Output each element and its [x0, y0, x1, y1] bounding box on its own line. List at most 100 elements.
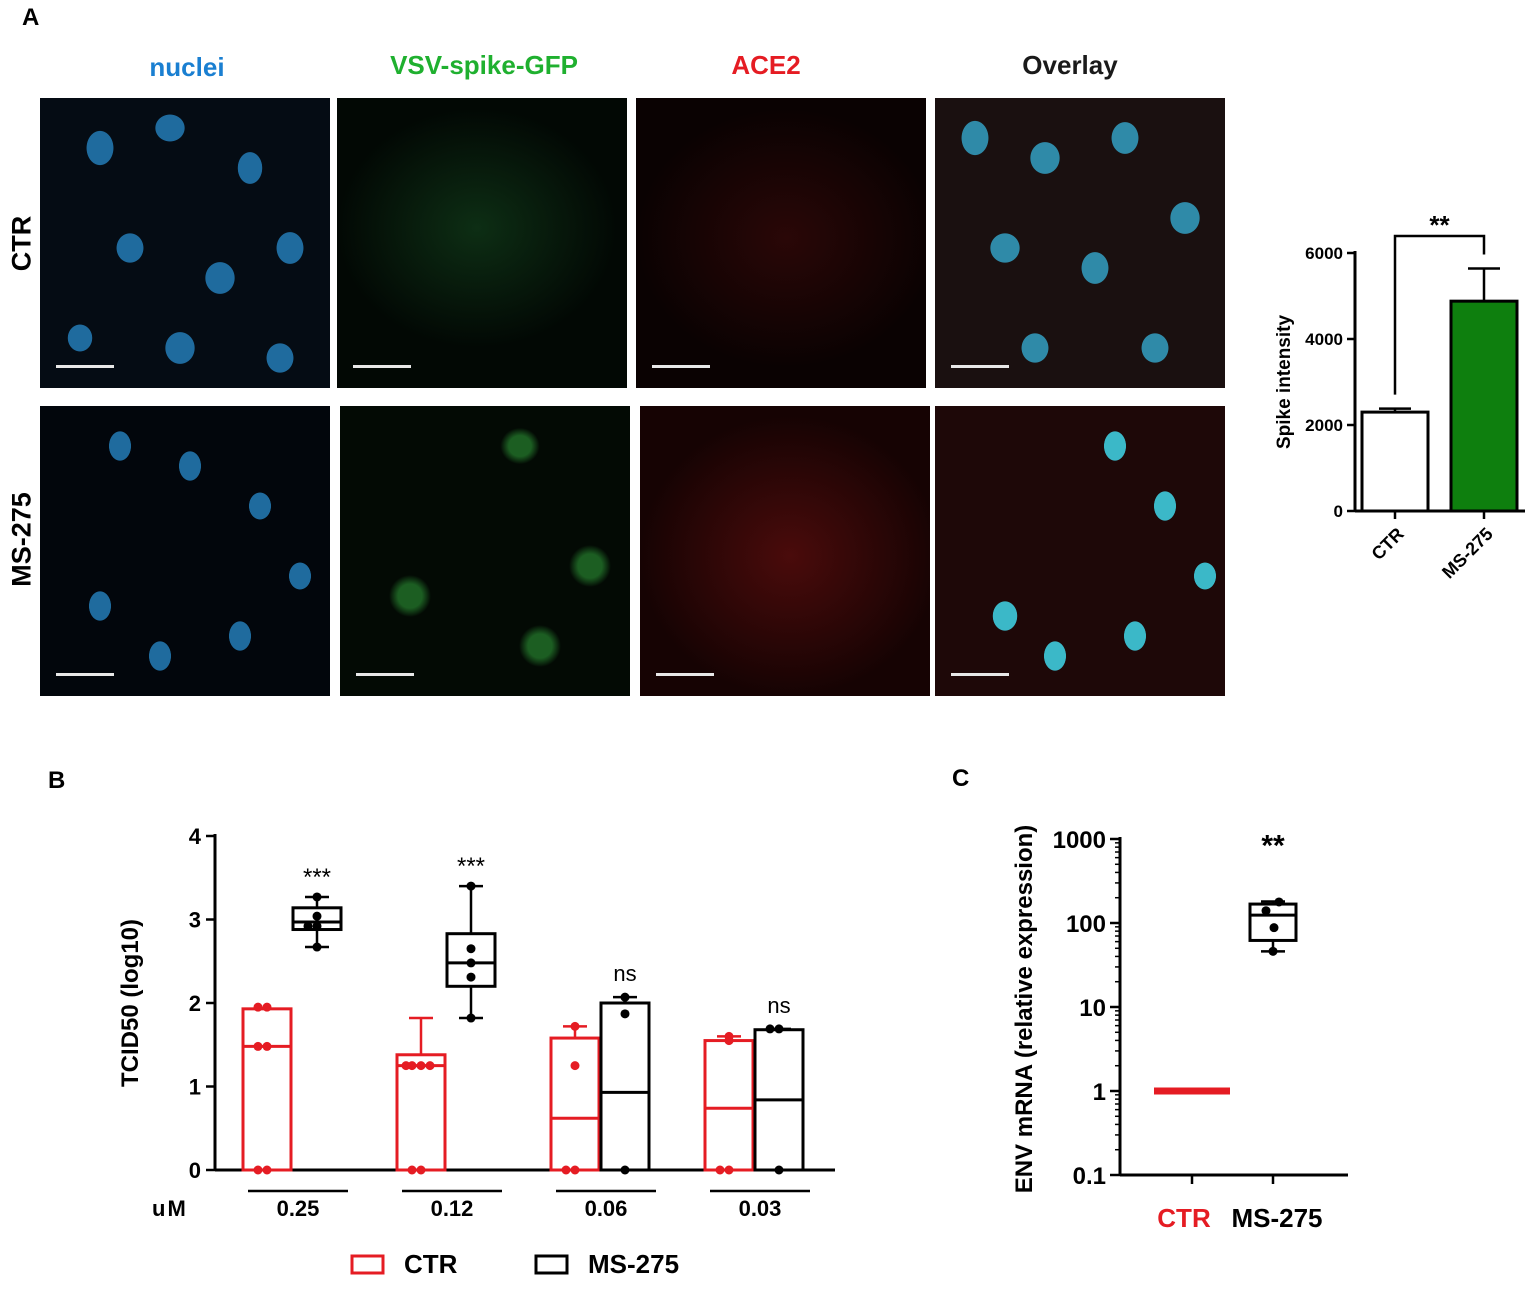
data-point [253, 1041, 263, 1051]
x-tick-label: MS-275 [1231, 1203, 1322, 1233]
image-ctr-gfp [337, 98, 627, 388]
data-point [570, 1021, 580, 1031]
data-point [312, 942, 322, 952]
significance-label: ns [613, 961, 636, 986]
data-point [1274, 897, 1284, 907]
scale-bar [356, 673, 414, 676]
box-ctr [241, 1007, 293, 1172]
y-axis-label: TCID50 (log10) [117, 919, 144, 1087]
box-ctr [703, 1039, 755, 1172]
legend-label-ms275: MS-275 [588, 1249, 679, 1279]
data-point [715, 1165, 725, 1175]
image-ms275-overlay [935, 406, 1225, 696]
y-tick-label: 2000 [1305, 416, 1343, 435]
y-axis-label: Spike intensity [1274, 315, 1295, 450]
scale-bar [951, 365, 1009, 368]
data-point [570, 1165, 580, 1175]
data-point [620, 1165, 630, 1175]
data-point [466, 958, 476, 968]
box-ctr [395, 1053, 447, 1172]
image-ms275-gfp [340, 406, 630, 696]
data-point [724, 1031, 734, 1041]
data-point [312, 921, 322, 931]
y-tick-label: 1 [189, 1075, 201, 1100]
data-point [620, 992, 630, 1002]
data-point [253, 1165, 263, 1175]
data-point [1268, 946, 1278, 956]
data-point [570, 1061, 580, 1071]
data-point [561, 1165, 571, 1175]
image-ms275-nuclei [40, 406, 330, 696]
group-label: 0.06 [585, 1196, 628, 1221]
data-point [1261, 906, 1271, 916]
significance-bracket [1393, 234, 1486, 395]
scale-bar [951, 673, 1009, 676]
x-tick-label: CTR [1368, 524, 1408, 564]
data-point [1269, 923, 1279, 933]
channel-title-overlay: Overlay [1022, 50, 1118, 80]
y-tick-label: 100 [1066, 911, 1106, 938]
channel-title-gfp: VSV-spike-GFP [390, 50, 578, 80]
data-point [262, 1041, 272, 1051]
significance-label: ns [767, 993, 790, 1018]
image-ms275-ace2 [640, 406, 930, 696]
data-point [425, 1061, 435, 1071]
data-point [774, 1024, 784, 1034]
data-point [466, 972, 476, 982]
channel-title-nuclei: nuclei [149, 52, 225, 82]
data-point [620, 1009, 630, 1019]
legend-swatch-ms275 [534, 1254, 569, 1275]
data-point [262, 1002, 272, 1012]
significance-label: *** [303, 864, 331, 891]
significance-label: *** [457, 853, 485, 880]
group-axis-label: uM [152, 1196, 188, 1221]
data-point [312, 892, 322, 902]
y-tick-label: 10 [1079, 995, 1106, 1022]
y-tick-label: 4 [189, 824, 202, 849]
scale-bar [656, 673, 714, 676]
scale-bar [56, 365, 114, 368]
y-axis-label: ENV mRNA (relative expression) [1011, 825, 1038, 1194]
data-point [765, 1024, 775, 1034]
y-tick-label: 2 [189, 991, 201, 1016]
box-ctr [1154, 1087, 1230, 1095]
image-ctr-nuclei [40, 98, 330, 388]
data-point [466, 944, 476, 954]
row-label-ms275: MS-275 [6, 492, 37, 587]
spike-intensity-chart: 0 2000 4000 6000 Spike intensity CTR MS-275 ** [1274, 210, 1525, 583]
group-label: 0.03 [739, 1196, 782, 1221]
y-tick-label: 0 [189, 1158, 201, 1183]
data-point [724, 1165, 734, 1175]
y-tick-label: 1000 [1053, 827, 1106, 854]
legend-label-ctr: CTR [404, 1249, 458, 1279]
row-label-ctr: CTR [6, 215, 37, 272]
y-tick-label: 1 [1093, 1079, 1106, 1106]
y-tick-label: 4000 [1305, 330, 1343, 349]
data-point [407, 1165, 417, 1175]
y-tick-label: 0 [1334, 502, 1343, 521]
box-ctr [549, 1036, 601, 1172]
group-label: 0.25 [277, 1196, 320, 1221]
x-tick-label: CTR [1157, 1203, 1211, 1233]
scale-bar [353, 365, 411, 368]
tcid50-chart: B 0 1 2 3 4 TCID50 (log10) *** *** ns ns 0.25 0.12 0.… [48, 767, 835, 1279]
data-point [466, 881, 476, 891]
channel-title-ace2: ACE2 [731, 50, 801, 80]
data-point [303, 921, 313, 931]
data-point [253, 1002, 263, 1012]
group-label: 0.12 [431, 1196, 474, 1221]
panel-a-letter: A [22, 4, 40, 31]
x-tick-label: MS-275 [1438, 524, 1497, 583]
box-ms275 [1248, 902, 1298, 942]
panel-c-letter: C [952, 765, 969, 792]
bar-ms-275 [1449, 299, 1519, 513]
env-mrna-chart: C 0.1 1 10 100 1000 ENV mRNA (relative express… [952, 765, 1348, 1233]
y-tick-label: 0.1 [1073, 1163, 1106, 1190]
significance-label: ** [1261, 830, 1285, 863]
panel-b-letter: B [48, 767, 65, 794]
image-ctr-overlay [935, 98, 1225, 388]
scale-bar [56, 673, 114, 676]
bar-ctr [1360, 410, 1430, 513]
box-ms-275 [599, 1001, 651, 1172]
y-tick-label: 6000 [1305, 244, 1343, 263]
